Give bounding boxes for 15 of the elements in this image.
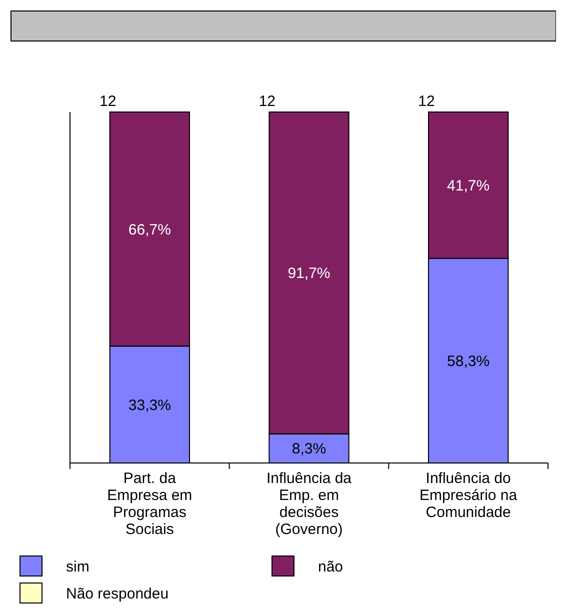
annotation: 12 <box>258 93 276 110</box>
x-tick-label: Influência do Empresário na Comunidade <box>420 470 518 521</box>
annotation: 12 <box>418 93 435 110</box>
legend-label: sim <box>66 558 90 576</box>
data-label: 33,3% <box>128 396 171 414</box>
x-tick-label: Part. da Empresa em Programas Sociais <box>107 470 192 538</box>
data-label: 66,7% <box>128 221 171 238</box>
legend-label: não <box>318 558 344 576</box>
annotation: 12 <box>99 93 116 110</box>
data-label: 41,7% <box>447 177 490 194</box>
data-label: 91,7% <box>288 265 330 282</box>
data-label: 8,3% <box>292 440 326 458</box>
x-tick-label: Influência da Emp. em decisões (Governo) <box>266 470 352 538</box>
data-label: 58,3% <box>447 352 490 370</box>
legend-label: Não respondeu <box>66 585 169 602</box>
